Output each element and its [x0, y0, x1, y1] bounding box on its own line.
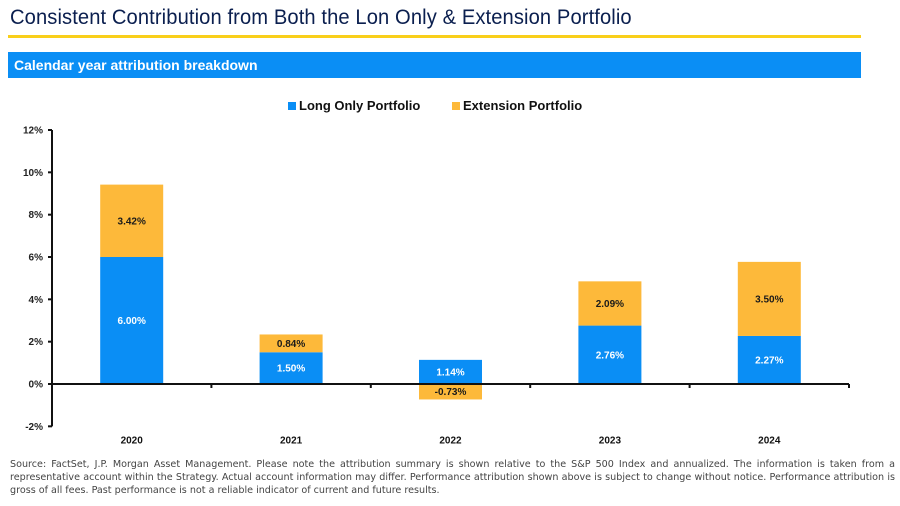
y-tick-label: -2% [25, 422, 43, 433]
source-footnote: Source: FactSet, J.P. Morgan Asset Manag… [10, 459, 895, 496]
x-tick-label: 2020 [121, 435, 144, 446]
data-label: -0.73% [435, 387, 467, 398]
data-label: 3.42% [118, 216, 146, 227]
attribution-bar-chart: -2% 0% 2% 4% 6% 8% 10% 12% 6.00% 3.42% 2020 1.50% 0.… [23, 126, 850, 446]
y-tick-label: 10% [23, 168, 43, 179]
bar-long-only-2023 [578, 325, 642, 384]
legend-swatch-long-only [288, 101, 296, 110]
y-tick-label: 8% [29, 210, 44, 221]
data-label: 2.09% [596, 299, 624, 310]
y-tick-label: 6% [29, 253, 44, 264]
legend-item-extension: Extension Portfolio [452, 98, 582, 113]
bar-extension-2023 [578, 281, 642, 326]
bar-long-only-2022 [419, 359, 482, 384]
bar-long-only-2020 [100, 257, 164, 384]
bar-extension-2022 [419, 384, 482, 400]
y-tick-label: 4% [29, 295, 44, 306]
data-label: 1.14% [436, 367, 464, 378]
legend-item-long-only: Long Only Portfolio [288, 98, 420, 113]
x-tick-label: 2023 [599, 435, 622, 446]
data-label: 2.76% [596, 350, 624, 361]
x-tick-label: 2022 [439, 435, 462, 446]
data-label: 0.84% [277, 339, 305, 350]
legend-label-extension: Extension Portfolio [463, 98, 583, 113]
x-tick-label: 2024 [758, 435, 781, 446]
y-tick-label: 2% [29, 337, 44, 348]
bar-long-only-2024 [737, 335, 801, 384]
legend-label-long-only: Long Only Portfolio [299, 98, 421, 113]
chart-legend: Long Only Portfolio Extension Portfolio [0, 98, 900, 116]
data-label: 1.50% [277, 364, 305, 375]
bar-extension-2021 [259, 334, 323, 353]
data-label: 3.50% [755, 294, 783, 305]
title-divider [8, 35, 861, 38]
x-tick-label: 2021 [280, 435, 303, 446]
section-header: Calendar year attribution breakdown [8, 52, 861, 78]
bar-extension-2020 [100, 184, 164, 257]
y-tick-label: 12% [23, 126, 43, 137]
bar-long-only-2021 [259, 352, 323, 384]
page-title: Consistent Contribution from Both the Lo… [10, 6, 632, 29]
y-tick-label: 0% [29, 380, 44, 391]
data-label: 2.27% [755, 355, 783, 366]
legend-swatch-extension [452, 101, 460, 110]
bar-extension-2024 [737, 261, 801, 336]
data-label: 6.00% [118, 316, 146, 327]
